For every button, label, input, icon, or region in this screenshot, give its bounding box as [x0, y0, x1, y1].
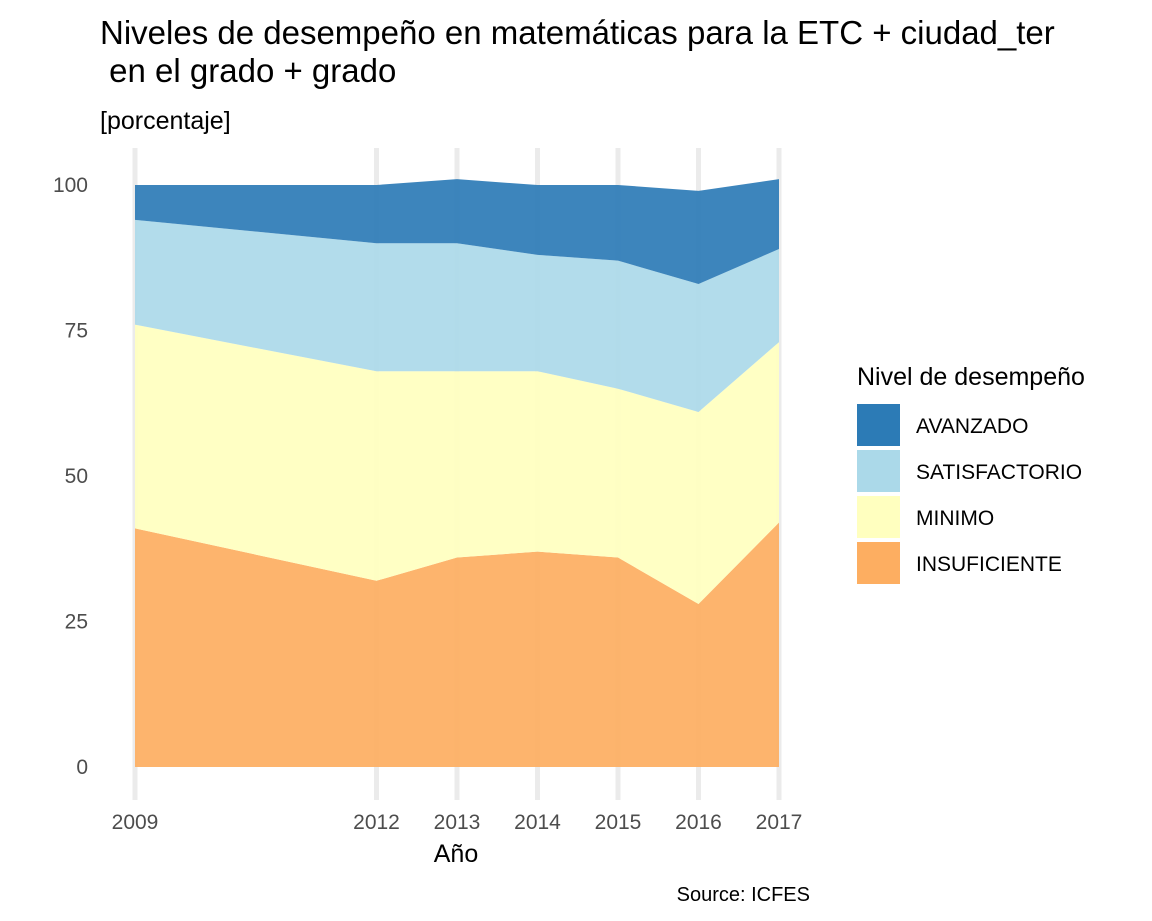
legend-swatch-minimo	[857, 496, 900, 538]
legend-label-minimo: MINIMO	[916, 507, 994, 530]
y-axis-ticks: 0 25 50 75 100	[53, 174, 88, 779]
x-tick-label-2009: 2009	[112, 811, 159, 834]
x-tick-label-2013: 2013	[434, 811, 481, 834]
legend-swatch-satisfactorio	[857, 450, 900, 492]
legend-label-satisfactorio: SATISFACTORIO	[916, 461, 1082, 484]
chart-subtitle: [porcentaje]	[100, 107, 231, 135]
area-series	[135, 179, 779, 767]
y-tick-label-75: 75	[65, 320, 88, 343]
area-minimo	[135, 324, 779, 605]
legend-title: Nivel de desempeño	[857, 363, 1085, 391]
x-tick-label-2015: 2015	[595, 811, 642, 834]
y-tick-label-25: 25	[65, 611, 88, 634]
x-tick-label-2016: 2016	[675, 811, 722, 834]
y-tick-label-0: 0	[76, 756, 88, 779]
x-tick-label-2012: 2012	[353, 811, 400, 834]
area-insuficiente	[135, 522, 779, 767]
area-avanzado	[135, 179, 779, 284]
y-tick-label-100: 100	[53, 174, 88, 197]
legend-swatch-avanzado	[857, 404, 900, 446]
x-tick-label-2017: 2017	[756, 811, 803, 834]
chart-title-line-2: en el grado + grado	[100, 52, 396, 89]
legend-label-insuficiente: INSUFICIENTE	[916, 553, 1062, 576]
x-axis-ticks: 2009 2012 2013 2014 2015 2016 2017	[112, 811, 803, 834]
y-tick-label-50: 50	[65, 465, 88, 488]
legend: AVANZADO SATISFACTORIO MINIMO INSUFICIENTE	[857, 404, 1082, 584]
area-satisfactorio	[135, 219, 779, 412]
x-tick-label-2014: 2014	[514, 811, 561, 834]
legend-swatch-insuficiente	[857, 542, 900, 584]
chart-caption: Source: ICFES	[677, 884, 810, 906]
chart-title-line-1: Niveles de desempeño en matemáticas para…	[100, 14, 1055, 51]
legend-label-avanzado: AVANZADO	[916, 415, 1028, 438]
x-axis-title: Año	[434, 840, 478, 868]
